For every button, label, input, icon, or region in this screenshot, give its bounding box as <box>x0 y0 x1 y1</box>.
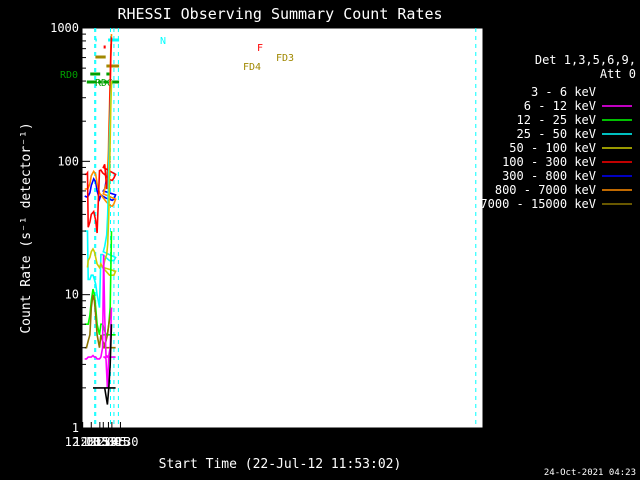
y-tick-label-0: 1 <box>72 421 79 435</box>
flag-label-rd6: RD6 <box>95 78 113 89</box>
x-axis-label: Start Time (22-Jul-12 11:53:02) <box>159 457 402 472</box>
x-tick-label-1: 12:15 <box>73 435 109 449</box>
series-line-6-12-kev <box>84 254 116 388</box>
flag-label-f: F <box>257 43 263 54</box>
series-line-50-100-kev <box>86 81 117 277</box>
x-tick-label-6: 13:30 <box>102 435 138 449</box>
flag-label-fd3: FD3 <box>276 53 294 64</box>
legend-label-1: 6 - 12 keV <box>524 99 596 113</box>
legend-header-line1: Det 1,3,5,6,9, <box>535 53 636 67</box>
legend-label-8: 7000 - 15000 keV <box>480 197 596 211</box>
legend-label-6: 300 - 800 keV <box>502 169 596 183</box>
series-lines <box>84 34 117 405</box>
observing-flags: N F FD3 FD4 RD0 RD6 <box>60 36 294 89</box>
plot-area <box>81 27 484 429</box>
legend-label-0: 3 - 6 keV <box>531 85 596 99</box>
legend-header-line2: Att 0 <box>600 67 636 81</box>
flag-label-fd4: FD4 <box>243 62 261 73</box>
y-axis-label: Count Rate (s⁻¹ detector⁻¹) <box>19 122 34 333</box>
y-tick-label-2: 100 <box>57 154 79 168</box>
y-tick-label-3: 1000 <box>50 21 79 35</box>
x-tick-label-0: 12:00 <box>65 435 101 449</box>
series-line-12-25-kev <box>84 231 116 336</box>
legend-label-5: 100 - 300 keV <box>502 155 596 169</box>
chart-title: RHESSI Observing Summary Count Rates <box>117 5 442 23</box>
flag-label-rd0: RD0 <box>60 70 78 81</box>
y-tick-label-1: 10 <box>65 288 79 302</box>
legend-label-7: 800 - 7000 keV <box>495 183 596 197</box>
x-tick-label-4: 13:00 <box>85 435 121 449</box>
legend-label-3: 25 - 50 keV <box>517 127 596 141</box>
legend-label-4: 50 - 100 keV <box>509 141 596 155</box>
x-tick-label-5: 13:15 <box>94 435 130 449</box>
series-line-3-6-kev <box>93 324 116 405</box>
flag-label-n: N <box>160 36 166 47</box>
x-tick-label-2: 12:30 <box>82 435 118 449</box>
legend-label-2: 12 - 25 keV <box>517 113 596 127</box>
footer-timestamp: 24-Oct-2021 04:23 <box>544 468 636 478</box>
x-tick-label-3: 12:45 <box>90 435 126 449</box>
